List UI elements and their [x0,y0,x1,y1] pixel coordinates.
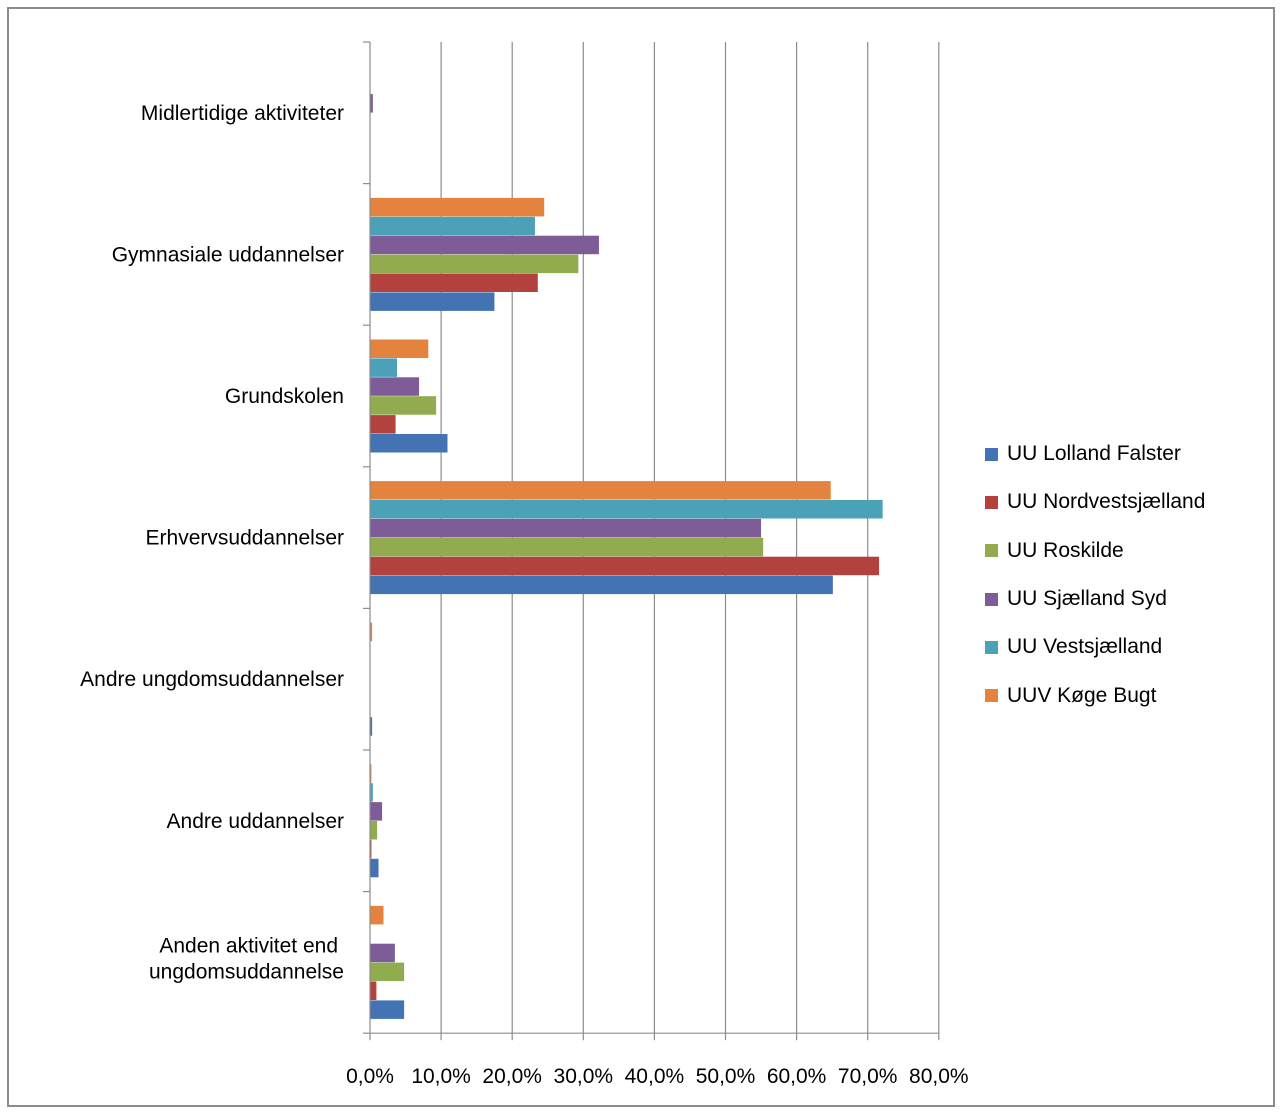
category-label: Gymnasiale uddannelser [112,243,344,266]
x-tick-label: 10,0% [411,1065,471,1088]
legend-label: UU Vestsjælland [1007,635,1163,659]
bar [370,216,535,236]
x-tick-label: 70,0% [838,1065,898,1088]
x-tick-label: 0,0% [346,1065,394,1088]
category-label: Midlertidige aktiviteter [141,102,344,125]
bar [370,905,384,925]
legend-item: UU Vestsjælland [985,623,1275,671]
legend-item: UU Sjælland Syd [985,575,1275,623]
bar [370,717,373,736]
bar [370,839,372,859]
legend-label: UU Roskilde [1007,538,1124,562]
legend-item: UUV Køge Bugt [985,671,1275,719]
legend-label: UUV Køge Bugt [1007,683,1157,707]
bar [370,292,495,311]
x-tick-label: 20,0% [482,1065,542,1088]
x-tick-label: 80,0% [909,1065,969,1088]
bar [370,339,429,358]
bar [370,415,396,434]
bar [370,273,538,292]
bar [370,197,545,217]
bar [370,500,883,519]
bar [370,518,762,538]
bar [370,858,379,878]
legend-swatch [985,544,998,558]
legend-swatch [985,592,998,606]
bar [370,434,448,453]
bar [370,556,880,576]
bar [370,1000,405,1019]
category-label: Erhvervsuddannelser [146,527,344,550]
legend-label: UU Nordvestsjælland [1007,490,1206,514]
bar [370,254,579,274]
legend-label: UU Sjælland Syd [1007,587,1167,611]
legend-item: UU Lolland Falster [985,430,1275,478]
bar [370,821,378,840]
bar [370,783,373,802]
bar [370,981,377,1000]
category-label: Anden aktivitet end ungdomsuddannelse [149,934,344,983]
legend-item: UU Nordvestsjælland [985,478,1275,526]
category-label: Andre ungdomsuddannelser [80,668,344,691]
legend-swatch [985,689,998,703]
category-label: Andre uddannelser [167,810,344,833]
category-label: Grundskolen [225,385,344,408]
legend-swatch [985,447,998,461]
bar [370,943,395,963]
bar [370,962,405,982]
bar [370,481,831,500]
bar [370,235,599,255]
legend-label: UU Lolland Falster [1007,442,1181,466]
legend-swatch [985,495,998,509]
legend-item: UU Roskilde [985,527,1275,575]
bar [370,575,833,595]
legend-swatch [985,640,998,654]
bar [370,764,372,783]
bar [370,537,764,557]
x-tick-label: 30,0% [554,1065,614,1088]
x-tick-label: 50,0% [696,1065,756,1088]
x-tick-label: 60,0% [767,1065,827,1088]
bar [370,377,420,396]
legend: UU Lolland Falster UU Nordvestsjælland UU … [985,430,1275,720]
x-tick-label: 40,0% [625,1065,685,1088]
bar [370,802,383,821]
bar [370,358,398,377]
bar [370,94,373,113]
bar [370,622,373,642]
bar [370,396,437,415]
